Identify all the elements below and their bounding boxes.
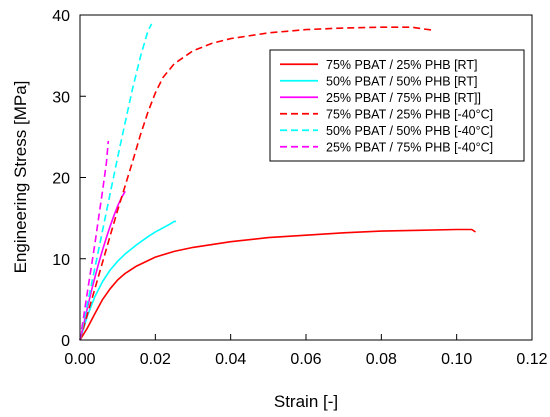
y-axis-title: Engineering Stress [MPa] bbox=[11, 81, 30, 274]
series-line-5 bbox=[79, 23, 153, 341]
series-line-2 bbox=[79, 220, 177, 341]
series-line-3 bbox=[79, 190, 126, 341]
x-axis-title: Strain [-] bbox=[274, 392, 338, 411]
y-tick-label: 20 bbox=[52, 171, 70, 188]
x-tick-label: 0.06 bbox=[290, 351, 321, 368]
y-tick-label: 0 bbox=[61, 333, 70, 350]
x-tick-label: 0.12 bbox=[516, 351, 547, 368]
x-tick-label: 0.10 bbox=[441, 351, 472, 368]
series-line-6 bbox=[79, 140, 110, 341]
x-tick-label: 0.04 bbox=[215, 351, 246, 368]
series-line-4 bbox=[79, 26, 435, 341]
legend-label: 75% PBAT / 25% PHB [-40°C] bbox=[326, 107, 493, 121]
x-axis: 0.00 0.02 0.04 0.06 0.08 0.10 0.12 bbox=[64, 334, 548, 368]
legend-label: 50% PBAT / 50% PHB [-40°C] bbox=[326, 124, 493, 138]
y-tick-label: 30 bbox=[52, 89, 70, 106]
y-axis: 0 10 20 30 40 bbox=[52, 8, 86, 350]
x-tick-label: 0.08 bbox=[366, 351, 397, 368]
legend-label: 25% PBAT / 75% PHB [RT]] bbox=[326, 91, 481, 105]
y-tick-label: 40 bbox=[52, 8, 70, 25]
legend-box bbox=[269, 49, 525, 162]
legend-label: 25% PBAT / 75% PHB [-40°C] bbox=[326, 140, 493, 154]
y-tick-label: 10 bbox=[52, 252, 70, 269]
legend: 75% PBAT / 25% PHB [RT] 50% PBAT / 50% PH… bbox=[269, 49, 525, 162]
legend-label: 50% PBAT / 50% PHB [RT] bbox=[326, 74, 477, 88]
legend-label: 75% PBAT / 25% PHB [RT] bbox=[326, 58, 477, 72]
x-tick-label: 0.00 bbox=[64, 351, 95, 368]
x-tick-label: 0.02 bbox=[140, 351, 171, 368]
series-line-1 bbox=[79, 228, 476, 341]
series-layer bbox=[79, 23, 476, 341]
